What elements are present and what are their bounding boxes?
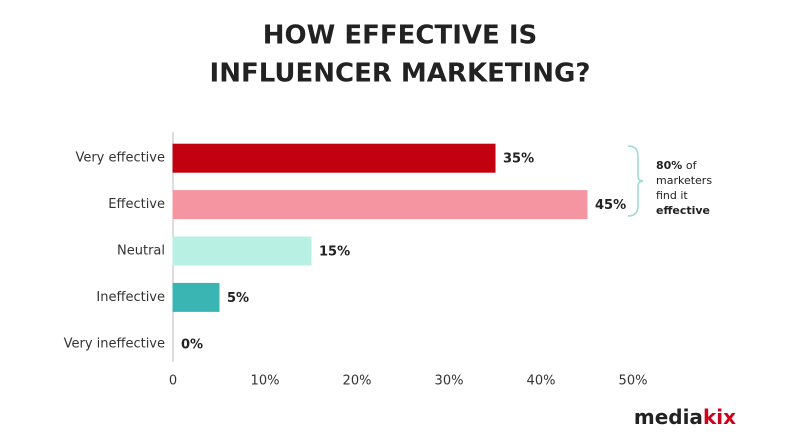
bar	[172, 190, 588, 220]
logo-text: media	[634, 405, 703, 429]
annotation: 80% of	[656, 159, 698, 172]
annotation-text: find it	[656, 189, 688, 202]
value-label: 15%	[319, 245, 350, 260]
annotation-text: of	[682, 159, 697, 172]
category-label: Ineffective	[96, 290, 165, 305]
category-label: Neutral	[117, 244, 165, 259]
value-label: 0%	[181, 337, 203, 352]
annotation: find it	[656, 189, 688, 202]
category-label: Very effective	[75, 151, 165, 166]
annotation: marketers	[656, 174, 712, 187]
x-tick-label: 50%	[619, 374, 648, 389]
logo: mediakix	[634, 405, 736, 429]
logo-text: kix	[703, 405, 736, 429]
category-label: Effective	[108, 197, 165, 212]
x-tick-label: 30%	[435, 374, 464, 389]
bar	[172, 236, 312, 266]
annotation-text: 80%	[656, 159, 682, 172]
annotation-text: marketers	[656, 174, 712, 187]
chart-title: HOW EFFECTIVE IS	[263, 21, 537, 51]
annotation: effective	[656, 204, 710, 217]
bar	[172, 143, 496, 173]
x-tick-label: 40%	[527, 374, 556, 389]
category-label: Very ineffective	[64, 336, 165, 351]
x-tick-label: 0	[169, 374, 177, 389]
value-label: 35%	[503, 152, 534, 167]
chart-title: INFLUENCER MARKETING?	[210, 59, 591, 89]
annotation-text: effective	[656, 204, 710, 217]
value-label: 45%	[595, 198, 626, 213]
bracket	[627, 145, 644, 217]
bar	[172, 282, 220, 312]
x-tick-label: 20%	[343, 374, 372, 389]
x-tick-label: 10%	[251, 374, 280, 389]
value-label: 5%	[227, 291, 249, 306]
